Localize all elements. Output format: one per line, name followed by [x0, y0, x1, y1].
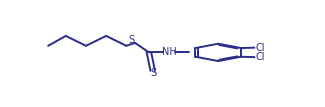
Text: Cl: Cl — [255, 43, 265, 53]
Text: NH: NH — [162, 47, 177, 57]
Text: Cl: Cl — [255, 52, 265, 62]
Text: S: S — [129, 35, 135, 45]
Text: S: S — [150, 68, 156, 78]
